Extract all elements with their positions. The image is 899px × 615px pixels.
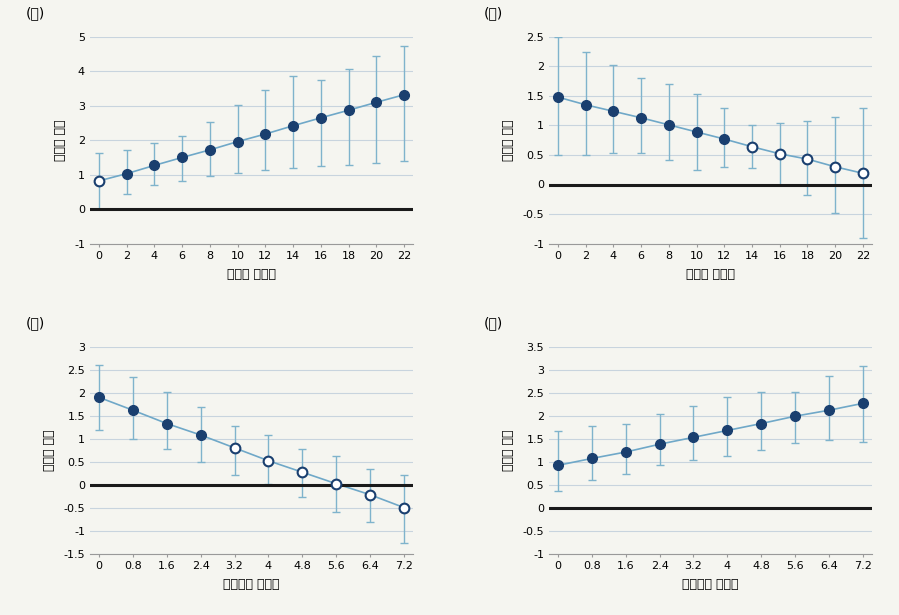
Text: (쟁): (쟁)	[25, 6, 45, 20]
Text: (ㄹ): (ㄹ)	[485, 316, 503, 330]
X-axis label: 인식상의 심각성: 인식상의 심각성	[223, 578, 280, 591]
X-axis label: 객관적 심각성: 객관적 심각성	[686, 268, 735, 281]
Text: (ㅇ): (ㅇ)	[25, 316, 45, 330]
X-axis label: 객관적 심각성: 객관적 심각성	[227, 268, 276, 281]
Text: (ㄴ): (ㄴ)	[485, 6, 503, 20]
Y-axis label: 애착의 효과: 애착의 효과	[503, 119, 515, 161]
Y-axis label: 명성의 효과: 명성의 효과	[54, 119, 67, 161]
Y-axis label: 애착의 효과: 애착의 효과	[503, 429, 515, 471]
X-axis label: 인식상의 심각성: 인식상의 심각성	[682, 578, 739, 591]
Y-axis label: 명성의 효과: 명성의 효과	[43, 429, 57, 471]
